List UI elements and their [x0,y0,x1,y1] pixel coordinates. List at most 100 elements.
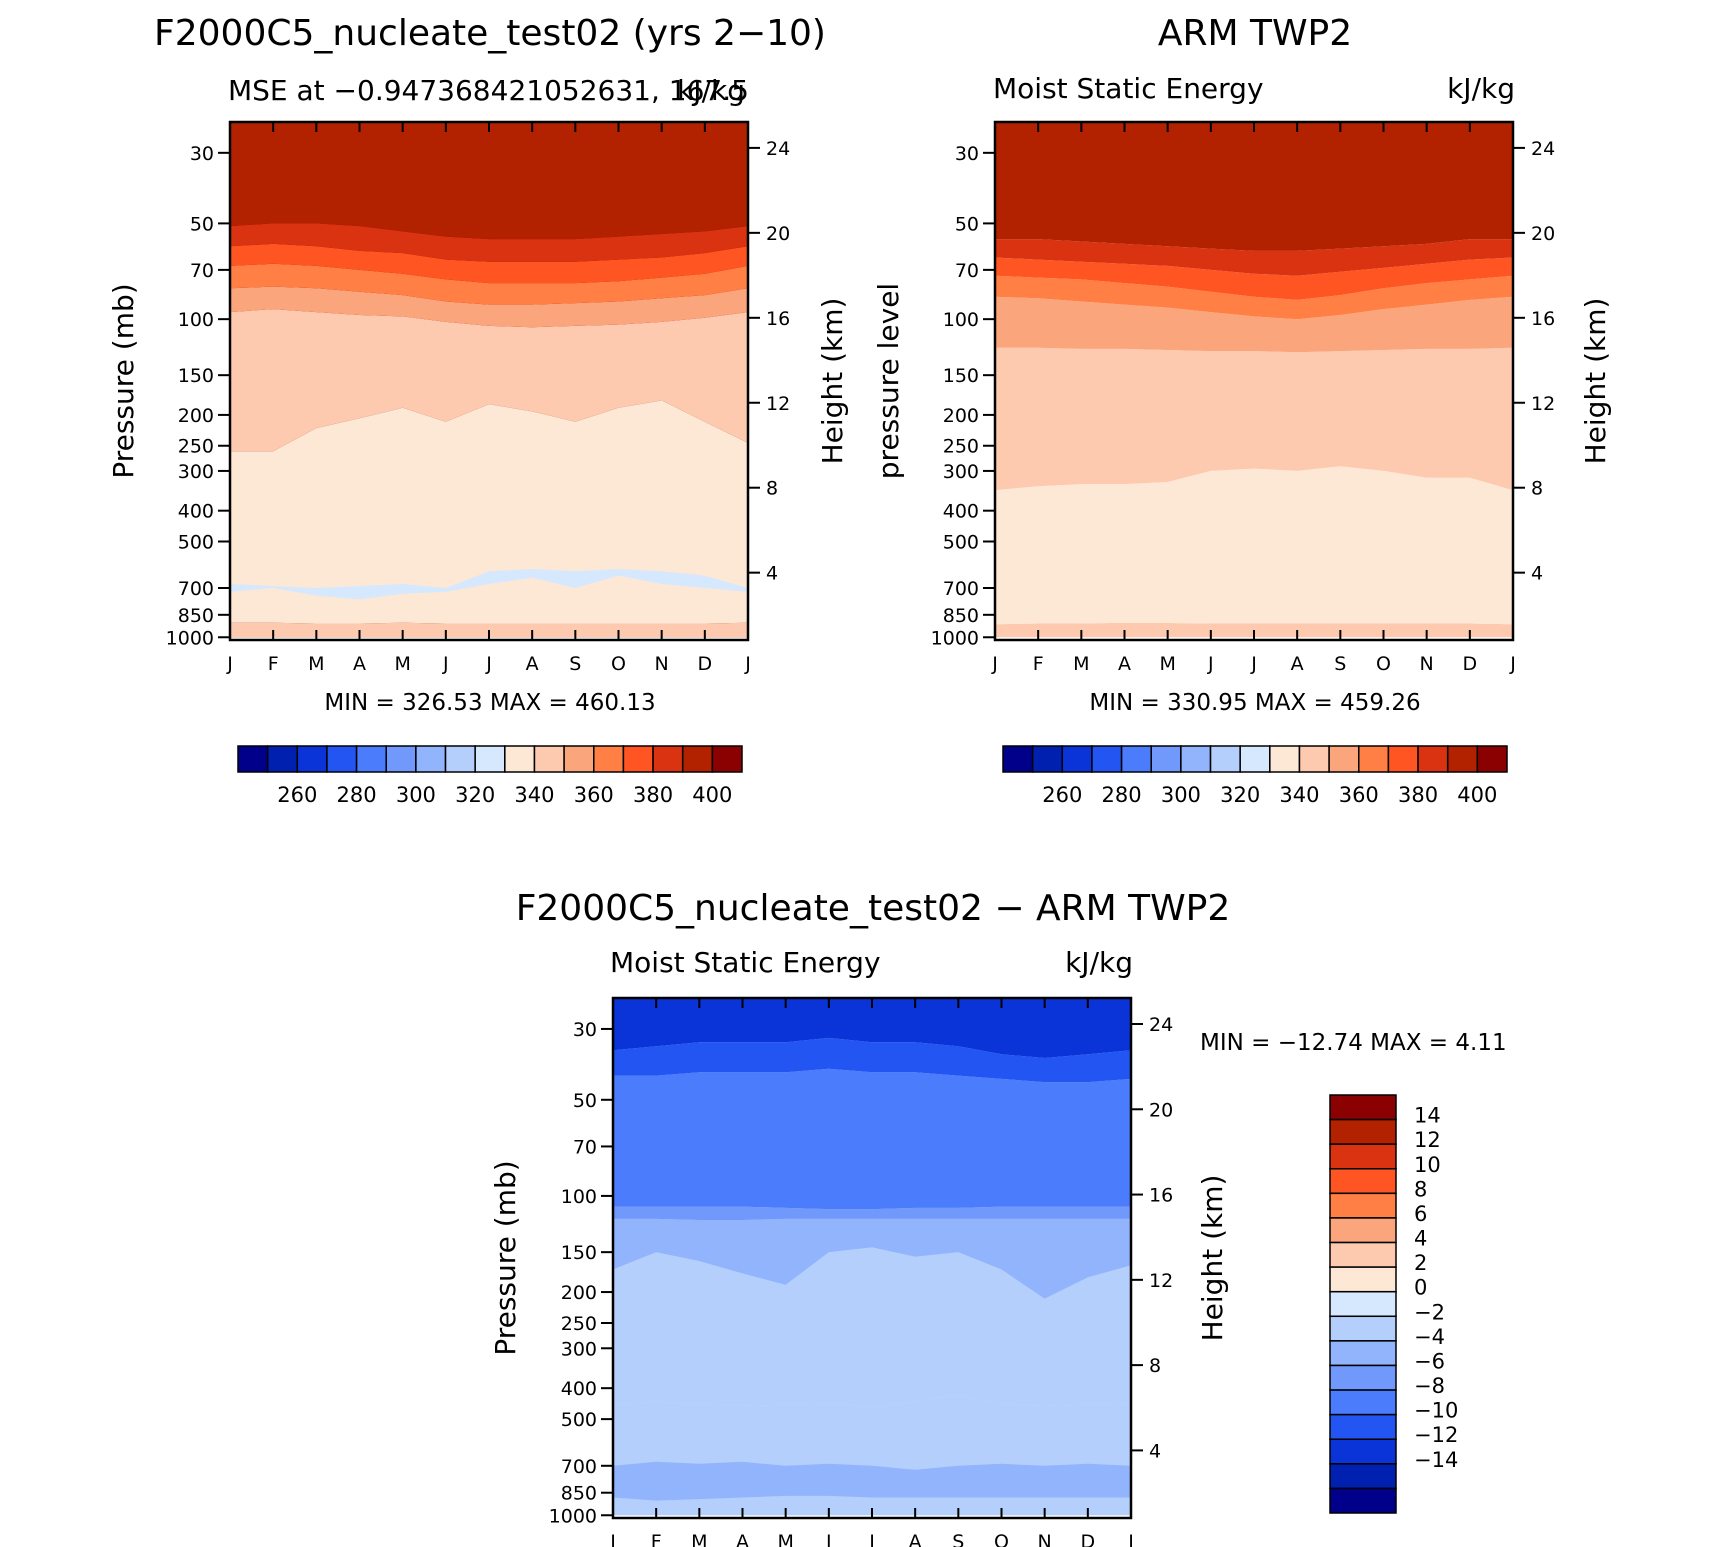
panel-model-ylabel-right: Height (km) [816,298,849,465]
x-tick-label: A [736,1531,749,1547]
colorbar-swatch [563,745,595,773]
y-tick-label: 50 [955,213,979,235]
colorbar-swatch [1239,745,1271,773]
y-tick-right-label: 16 [766,308,790,330]
y-tick-label: 300 [561,1338,597,1360]
contour-band [613,1206,1131,1220]
y-tick-label: 250 [943,436,979,458]
y-tick-label: 30 [955,143,979,165]
y-tick-label: 200 [561,1282,597,1304]
colorbar-swatch [1358,745,1390,773]
colorbar-label: −2 [1414,1300,1445,1324]
colorbar-swatch [237,745,269,773]
colorbar-swatch [1329,1192,1397,1219]
y-tick-label: 200 [943,405,979,427]
panel-model-axes: J F M A M J J A S O N D J 30 50 70 100 150 200 250 300 400 500… [166,122,790,675]
x-tick-label: S [1334,653,1346,675]
y-tick-right-label: 24 [1149,1014,1173,1036]
y-tick-right-label: 20 [766,223,790,245]
y-tick-right-label: 20 [1531,223,1555,245]
x-tick-label: D [1463,653,1478,675]
x-tick-label: J [825,1531,832,1547]
x-tick-label: D [1081,1531,1096,1547]
colorbar-swatch [1387,745,1419,773]
colorbar-swatch [1180,745,1212,773]
x-tick-label: O [611,653,626,675]
y-tick-label: 850 [561,1483,597,1505]
colorbar-swatch [533,745,565,773]
colorbar-swatch [1120,745,1152,773]
y-tick-label: 150 [178,365,214,387]
colorbar-label: −8 [1414,1374,1445,1398]
x-tick-label: A [909,1531,922,1547]
y-tick-label: 70 [190,260,214,282]
colorbar-label: 300 [1161,783,1201,807]
colorbar-swatch [1329,1290,1397,1318]
panel-diff-ylabel-right: Height (km) [1196,1175,1229,1342]
y-tick-right-label: 12 [1149,1270,1173,1292]
contour-band [230,122,748,240]
colorbar-swatch [1329,1168,1397,1195]
y-tick-label: 150 [943,365,979,387]
y-tick-right-label: 4 [1149,1440,1161,1462]
contour-band [995,239,1513,276]
x-tick-label: M [777,1531,793,1547]
x-tick-label: O [994,1531,1009,1547]
colorbar-swatch [266,745,299,773]
x-tick-label: A [526,653,539,675]
panel-obs-minmax: MIN = 330.95 MAX = 459.26 [1089,690,1420,716]
panel-obs-units: kJ/kg [1447,72,1515,105]
panel-diff-units: kJ/kg [1065,946,1133,979]
x-tick-label: J [1250,653,1257,675]
colorbar-label: 280 [337,783,377,807]
x-tick-label: J [442,653,449,675]
colorbar-label: 0 [1414,1276,1427,1300]
colorbar-label: −12 [1414,1423,1458,1447]
colorbar-swatch [1329,1413,1397,1440]
colorbar-swatch [1328,745,1360,773]
y-tick-right-label: 16 [1531,308,1555,330]
panel-model-ylabel: Pressure (mb) [107,283,140,478]
y-tick-label: 250 [561,1313,597,1335]
colorbar-swatch [1329,1241,1397,1268]
y-tick-label: 400 [178,501,214,523]
y-tick-right-label: 24 [1531,138,1555,160]
colorbar-label: 260 [1042,783,1082,807]
x-tick-label: D [698,653,713,675]
panel-model-subtitle: MSE at −0.947368421052631, 167.5 [228,74,749,107]
contour-band [230,400,748,624]
colorbar-swatch [1298,745,1330,773]
colorbar-swatch [1329,1266,1397,1293]
colorbar-swatch [1329,1118,1397,1145]
y-tick-label: 300 [178,461,214,483]
x-tick-label: N [655,653,669,675]
x-tick-label: M [1073,653,1089,675]
x-tick-label: A [1291,653,1304,675]
contour-band [995,275,1513,320]
y-tick-label: 1000 [549,1505,597,1527]
y-tick-label: 850 [943,605,979,627]
colorbar-label: 360 [574,783,614,807]
colorbar-label: 340 [1279,783,1319,807]
contour-band [613,1037,1131,1083]
y-tick-label: 250 [178,436,214,458]
contour-band [995,122,1513,251]
colorbar-label: 10 [1414,1153,1441,1177]
y-tick-label: 100 [178,309,214,331]
contour-band [995,257,1513,300]
colorbar-swatch [474,745,506,773]
colorbar-swatch [1329,1438,1397,1465]
panel-obs-colorbar: 260 280 300 320 340 360 380 400 [1002,745,1508,807]
panel-obs-ylabel-right: Height (km) [1579,298,1612,465]
colorbar-label: −10 [1414,1399,1458,1423]
colorbar-label: −14 [1414,1448,1458,1472]
x-tick-label: J [609,1531,616,1547]
y-tick-label: 850 [178,605,214,627]
y-tick-label: 700 [561,1456,597,1478]
y-tick-label: 500 [178,532,214,554]
contour-band [230,569,748,600]
panel-diff-ylabel: Pressure (mb) [489,1160,522,1355]
colorbar-swatch [1329,1094,1397,1121]
panel-obs-contours [995,122,1513,638]
contour-band [613,1461,1131,1501]
